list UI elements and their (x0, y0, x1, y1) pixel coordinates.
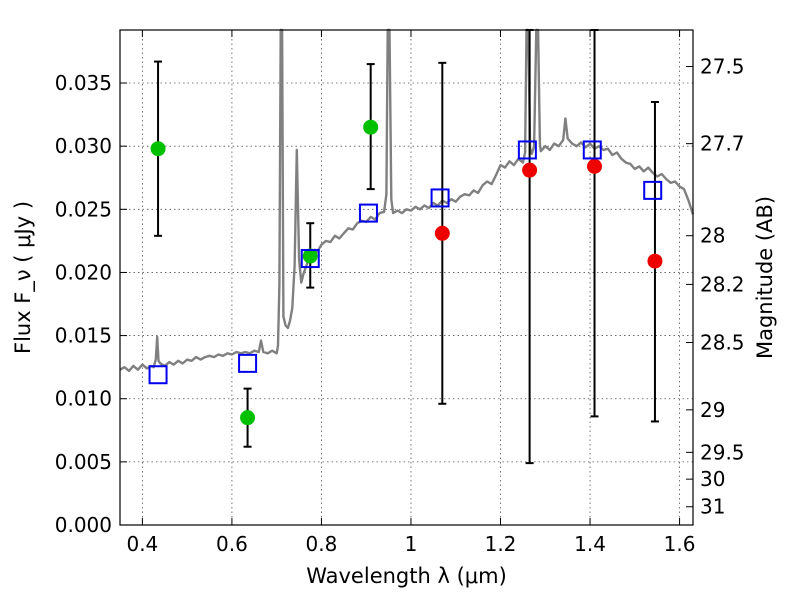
y2-tick-label: 27.5 (700, 55, 745, 79)
y2-tick-label: 27.7 (700, 132, 745, 156)
y-tick-label: 0.025 (55, 197, 112, 221)
y2-tick-label: 28.5 (700, 330, 745, 354)
model-square-marker (582, 140, 602, 160)
error-bars (154, 29, 659, 465)
y-tick-label: 0.035 (55, 71, 112, 95)
x-tick-label: 0.8 (306, 532, 338, 556)
y2-tick-label: 29.5 (700, 440, 745, 464)
y2-tick-label: 31 (700, 495, 725, 519)
spectrum-series (119, 28, 695, 373)
x-tick-label: 1.6 (664, 532, 696, 556)
grid (120, 30, 693, 526)
model-square-marker (358, 203, 378, 223)
y-tick-label: 0.000 (55, 513, 112, 537)
y2-tick-label: 29 (700, 398, 725, 422)
model-square-marker (300, 249, 320, 269)
model-square-marker (148, 365, 168, 385)
y-tick-label: 0.015 (55, 324, 112, 348)
red-data-point (434, 225, 450, 241)
x-axis-title: Wavelength λ (μm) (306, 564, 507, 588)
y2-tick-label: 28 (700, 224, 725, 248)
spectrum-line (119, 28, 695, 373)
red-data-point (587, 158, 603, 174)
red-data-point (522, 162, 538, 178)
model-square-marker (238, 353, 258, 373)
y-tick-label: 0.010 (55, 387, 112, 411)
model-square-marker (643, 180, 663, 200)
y2-tick-label: 30 (700, 467, 725, 491)
x-tick-label: 1 (405, 532, 418, 556)
y-tick-label: 0.005 (55, 450, 112, 474)
model-square-marker (430, 188, 450, 208)
green-data-point (240, 410, 256, 426)
green-data-point (150, 141, 166, 157)
y-tick-label: 0.020 (55, 260, 112, 284)
green-data-point (363, 119, 379, 135)
x-tick-label: 1.2 (485, 532, 517, 556)
red-data-point (647, 253, 663, 269)
x-tick-label: 0.4 (126, 532, 158, 556)
y-axis-title: Flux F_ν ( μJy ) (11, 201, 36, 354)
green-data-point (302, 248, 318, 264)
y2-tick-label: 28.2 (700, 272, 745, 296)
model-square-marker (517, 140, 537, 160)
y-tick-label: 0.030 (55, 134, 112, 158)
data-points (148, 119, 663, 426)
axis-ticks: 0.4 0.6 0.8 1 1.2 1.4 1.6 0.000 0.005 0.010 0.015 0… (55, 30, 745, 556)
x-tick-label: 1.4 (574, 532, 606, 556)
y2-axis-title: Magnitude (AB) (753, 196, 777, 359)
x-tick-label: 0.6 (216, 532, 248, 556)
plot-frame (119, 29, 694, 526)
